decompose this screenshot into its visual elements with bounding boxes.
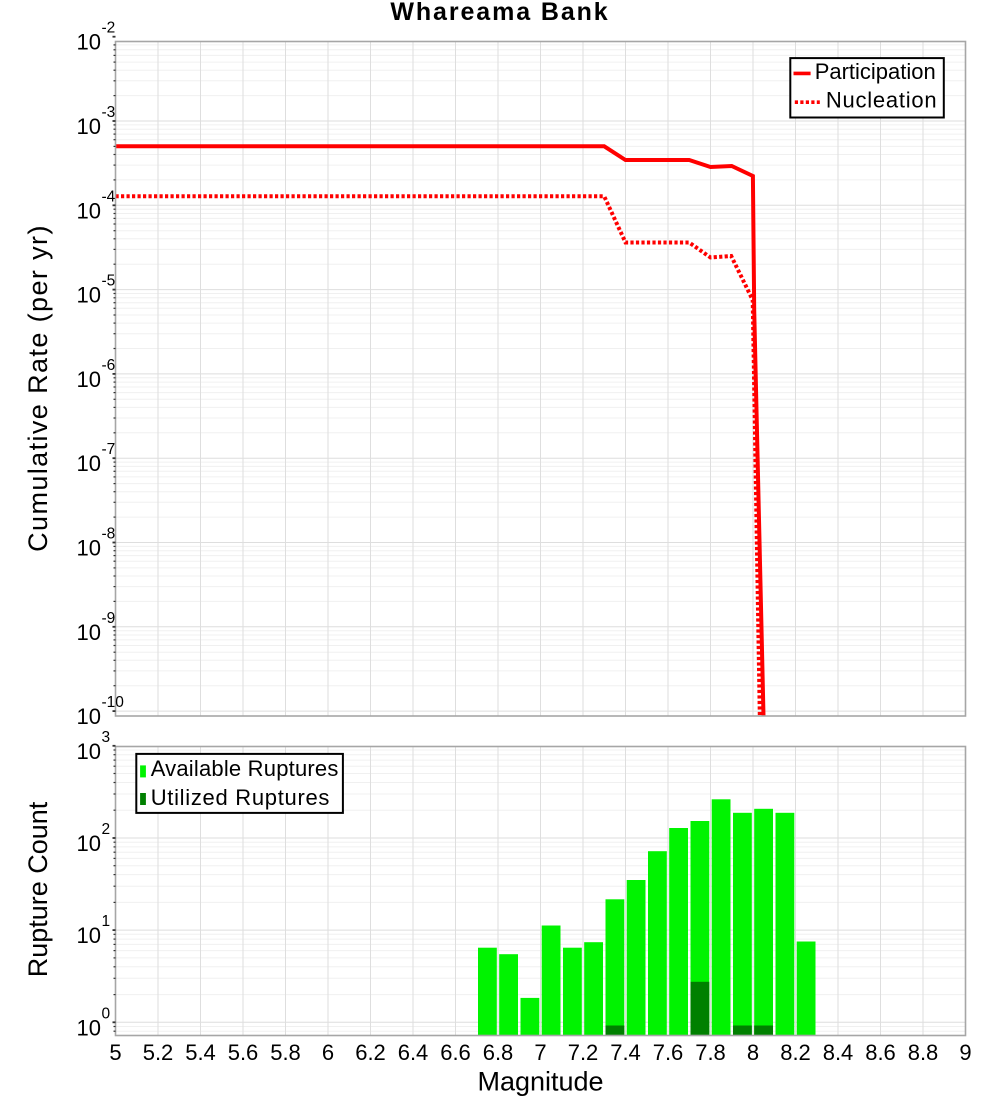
svg-text:Magnitude: Magnitude	[477, 1067, 603, 1097]
svg-text:6.2: 6.2	[355, 1040, 386, 1065]
svg-text:10: 10	[77, 283, 101, 308]
svg-text:Whareama Bank: Whareama Bank	[390, 0, 609, 26]
svg-text:Participation: Participation	[815, 59, 936, 84]
svg-text:Cumulative Rate (per yr): Cumulative Rate (per yr)	[23, 224, 53, 552]
svg-text:Utilized Ruptures: Utilized Ruptures	[151, 785, 330, 810]
svg-text:0: 0	[102, 1005, 111, 1022]
svg-text:1: 1	[102, 913, 111, 930]
svg-text:5.6: 5.6	[228, 1040, 259, 1065]
svg-text:-6: -6	[102, 357, 116, 374]
svg-text:2: 2	[102, 821, 111, 838]
svg-text:10: 10	[77, 831, 101, 856]
svg-text:-3: -3	[102, 104, 116, 121]
svg-text:8.2: 8.2	[780, 1040, 811, 1065]
svg-text:7.6: 7.6	[653, 1040, 684, 1065]
svg-text:7: 7	[534, 1040, 546, 1065]
svg-text:6.6: 6.6	[440, 1040, 471, 1065]
svg-text:7.8: 7.8	[695, 1040, 726, 1065]
svg-text:-9: -9	[102, 610, 116, 627]
svg-text:Rupture Count: Rupture Count	[23, 801, 53, 977]
svg-text:8: 8	[747, 1040, 759, 1065]
svg-text:10: 10	[77, 923, 101, 948]
svg-text:6.4: 6.4	[398, 1040, 429, 1065]
svg-text:7.4: 7.4	[610, 1040, 641, 1065]
svg-text:-7: -7	[102, 441, 116, 458]
svg-text:Nucleation: Nucleation	[826, 88, 937, 113]
svg-text:5.4: 5.4	[185, 1040, 216, 1065]
svg-text:5: 5	[109, 1040, 121, 1065]
svg-text:8.6: 8.6	[865, 1040, 896, 1065]
svg-text:-10: -10	[102, 694, 125, 711]
svg-text:-4: -4	[102, 188, 116, 205]
svg-text:3: 3	[102, 729, 111, 746]
svg-text:-8: -8	[102, 526, 116, 543]
svg-text:10: 10	[77, 367, 101, 392]
svg-text:5.2: 5.2	[143, 1040, 174, 1065]
svg-text:-5: -5	[102, 273, 116, 290]
svg-text:8.4: 8.4	[823, 1040, 854, 1065]
svg-text:6.8: 6.8	[483, 1040, 514, 1065]
svg-text:10: 10	[77, 536, 101, 561]
svg-text:10: 10	[77, 1015, 101, 1040]
svg-text:10: 10	[77, 451, 101, 476]
svg-text:10: 10	[77, 198, 101, 223]
svg-text:5.8: 5.8	[270, 1040, 301, 1065]
svg-text:10: 10	[77, 739, 101, 764]
svg-text:10: 10	[77, 30, 101, 55]
svg-text:10: 10	[77, 114, 101, 139]
svg-text:10: 10	[77, 620, 101, 645]
svg-text:7.2: 7.2	[568, 1040, 599, 1065]
svg-text:9: 9	[959, 1040, 971, 1065]
svg-text:10: 10	[77, 704, 101, 729]
svg-text:8.8: 8.8	[908, 1040, 939, 1065]
svg-text:-2: -2	[102, 20, 116, 37]
svg-text:6: 6	[322, 1040, 334, 1065]
svg-text:Available Ruptures: Available Ruptures	[151, 756, 339, 781]
